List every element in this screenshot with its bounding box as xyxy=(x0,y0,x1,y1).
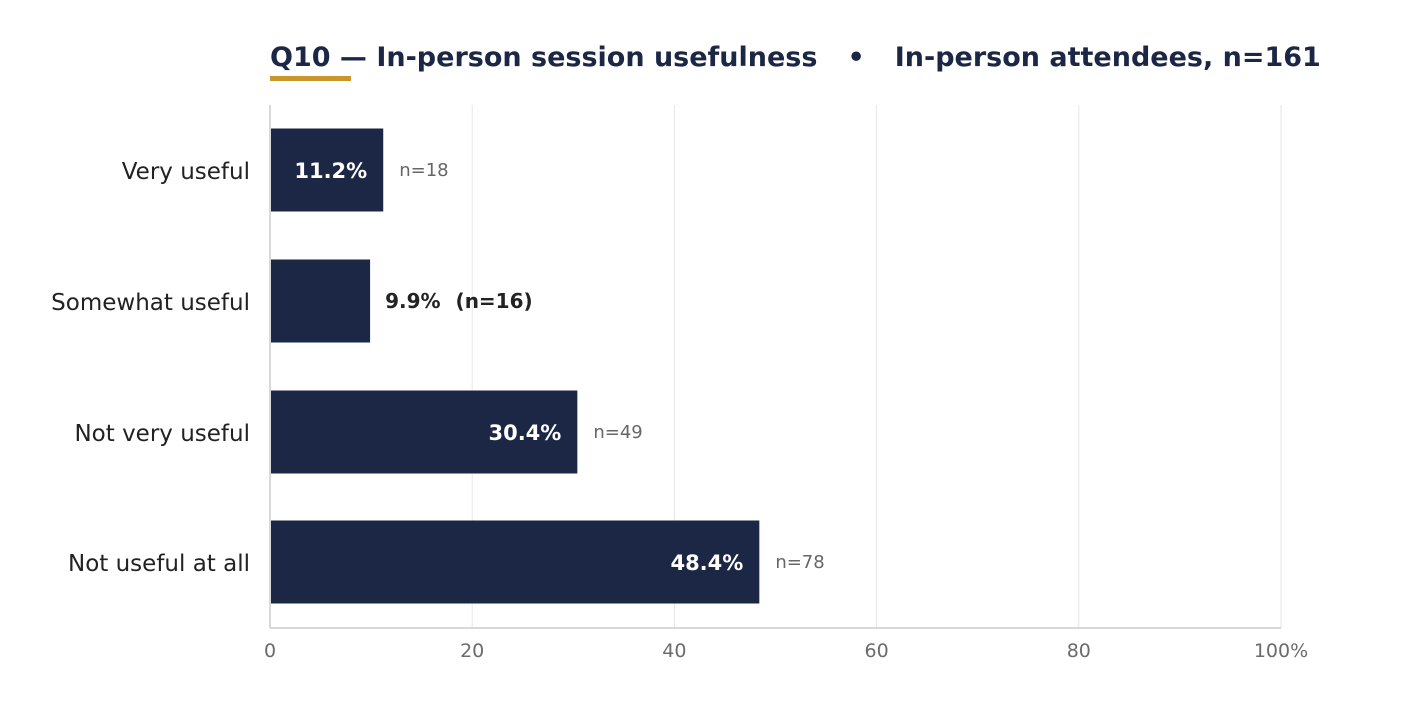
bar-not-useful-at-all xyxy=(271,520,760,604)
count-label-not-useful-at-all: n=78 xyxy=(775,552,824,573)
value-label-not-very-useful: 30.4% xyxy=(488,421,561,445)
axes xyxy=(269,105,1281,629)
chart-title-separator: • xyxy=(847,42,864,73)
category-label-not-very-useful: Not very useful xyxy=(74,421,250,447)
value-text-somewhat-useful: 9.9% xyxy=(385,289,440,313)
value-label-very-useful: 11.2% xyxy=(294,159,367,183)
x-tick-label-100: 100% xyxy=(1254,640,1308,662)
bar-not-very-useful xyxy=(271,390,578,474)
count-label-not-very-useful: n=49 xyxy=(593,422,642,443)
x-tick-labels: 0 20 40 60 80 100% xyxy=(264,640,1308,662)
chart-title: Q10 — In-person session usefulness • In-pe… xyxy=(270,42,1321,73)
bar-somewhat-useful xyxy=(271,259,371,343)
value-label-not-useful-at-all: 48.4% xyxy=(670,551,743,575)
count-label-somewhat-useful: (n=16) xyxy=(456,289,533,313)
x-tick-label-80: 80 xyxy=(1067,640,1091,662)
category-labels: Very useful Somewhat useful Not very usefu… xyxy=(51,159,250,577)
category-label-not-useful-at-all: Not useful at all xyxy=(68,551,250,577)
bar-very-useful xyxy=(271,128,384,212)
category-label-somewhat-useful: Somewhat useful xyxy=(51,290,250,316)
bar-labels: 11.2% n=18 9.9% (n=16) 30.4% n=49 48.4% n=78 xyxy=(294,159,824,575)
category-label-very-useful: Very useful xyxy=(122,159,250,185)
title-accent-underline xyxy=(270,76,351,81)
count-label-very-useful: n=18 xyxy=(399,160,448,181)
chart-subtitle: In-person attendees, n=161 xyxy=(895,42,1321,73)
x-tick-label-20: 20 xyxy=(460,640,484,662)
x-tick-label-40: 40 xyxy=(662,640,686,662)
x-tick-label-60: 60 xyxy=(865,640,889,662)
chart-title-main: Q10 — In-person session usefulness xyxy=(270,42,817,73)
x-tick-label-0: 0 xyxy=(264,640,276,662)
bars xyxy=(271,128,760,604)
value-label-somewhat-useful: 9.9% (n=16) xyxy=(385,289,533,313)
